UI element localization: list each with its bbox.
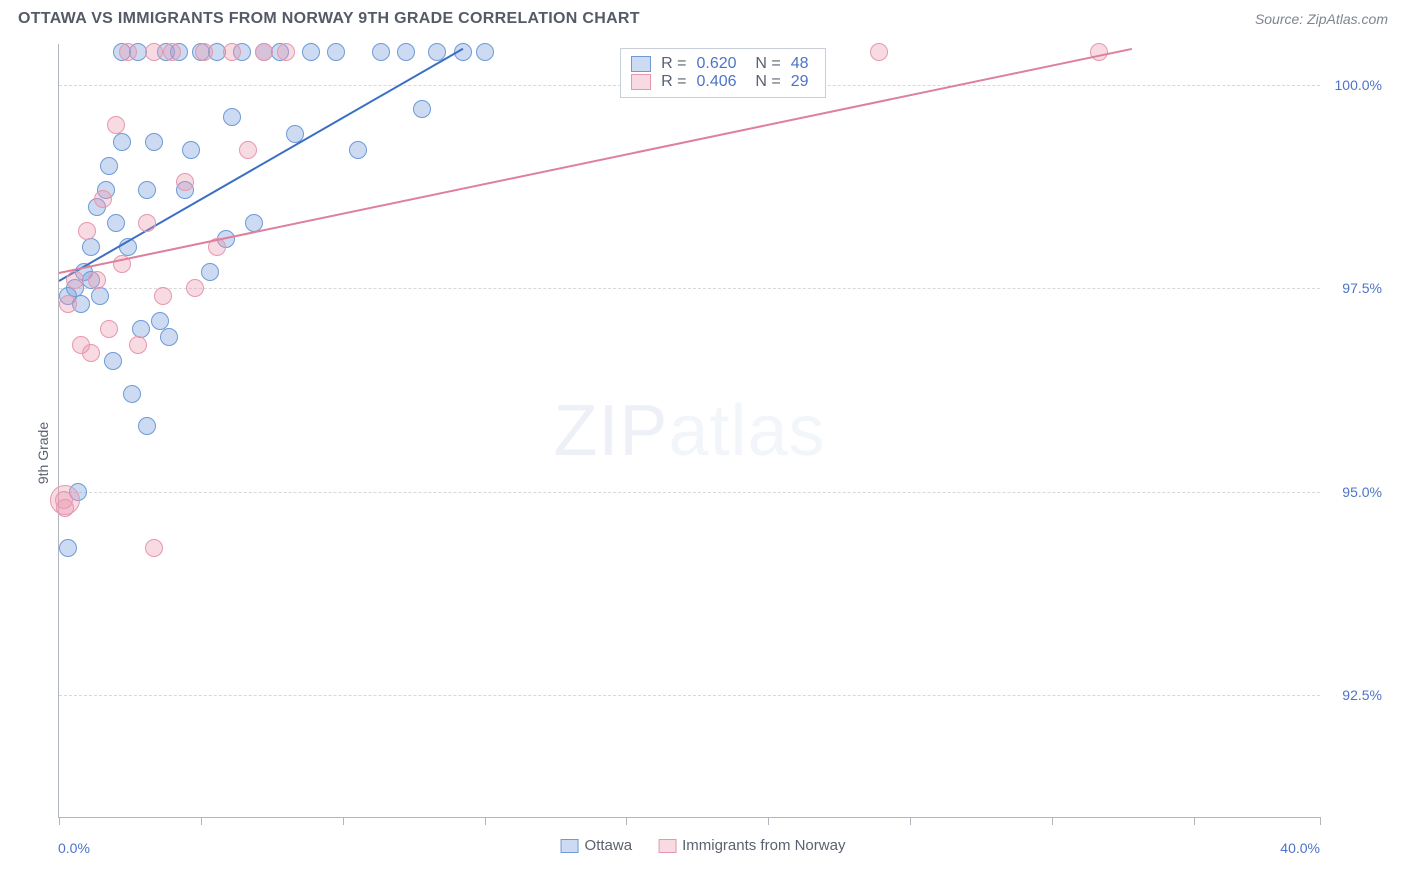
scatter-point	[154, 287, 172, 305]
scatter-point	[176, 173, 194, 191]
x-tick	[1320, 817, 1321, 825]
legend-stats-row: R = 0.620 N = 48	[631, 55, 808, 73]
legend-n-value: 29	[791, 73, 809, 91]
legend-swatch	[631, 74, 651, 90]
x-tick	[1194, 817, 1195, 825]
legend-r-value: 0.406	[696, 73, 736, 91]
scatter-point	[129, 336, 147, 354]
legend-stats-box: R = 0.620 N = 48R = 0.406 N = 29	[620, 48, 825, 98]
scatter-point	[163, 43, 181, 61]
scatter-point	[94, 190, 112, 208]
scatter-point	[132, 320, 150, 338]
scatter-point	[138, 181, 156, 199]
legend-series-name: Immigrants from Norway	[682, 837, 845, 854]
scatter-point	[50, 485, 80, 515]
scatter-point	[138, 214, 156, 232]
legend-r-label: R =	[661, 73, 686, 91]
scatter-point	[277, 43, 295, 61]
legend-swatch	[631, 56, 651, 72]
scatter-point	[145, 133, 163, 151]
scatter-point	[59, 295, 77, 313]
y-tick-label: 100.0%	[1335, 77, 1382, 93]
y-tick-label: 92.5%	[1342, 687, 1382, 703]
legend-bottom: Ottawa Immigrants from Norway	[561, 837, 846, 854]
legend-n-label: N =	[747, 55, 781, 73]
chart-container: 9th Grade ZIPatlas 100.0%97.5%95.0%92.5%…	[18, 44, 1388, 862]
scatter-point	[1090, 43, 1108, 61]
scatter-point	[138, 417, 156, 435]
y-axis-label: 9th Grade	[35, 422, 51, 484]
scatter-point	[349, 141, 367, 159]
scatter-point	[119, 43, 137, 61]
scatter-point	[186, 279, 204, 297]
x-tick	[343, 817, 344, 825]
legend-item: Immigrants from Norway	[658, 837, 845, 854]
x-tick	[59, 817, 60, 825]
y-tick-label: 95.0%	[1342, 484, 1382, 500]
watermark-bold: ZIP	[553, 391, 668, 471]
scatter-point	[255, 43, 273, 61]
scatter-point	[145, 539, 163, 557]
x-axis-max-label: 40.0%	[1280, 840, 1320, 856]
x-tick	[201, 817, 202, 825]
legend-series-name: Ottawa	[585, 837, 633, 854]
legend-n-value: 48	[791, 55, 809, 73]
scatter-point	[82, 238, 100, 256]
scatter-point	[107, 116, 125, 134]
y-tick-label: 97.5%	[1342, 280, 1382, 296]
gridline	[59, 695, 1320, 696]
scatter-point	[145, 43, 163, 61]
x-axis-min-label: 0.0%	[58, 840, 90, 856]
legend-stats-row: R = 0.406 N = 29	[631, 73, 808, 91]
plot-area: ZIPatlas 100.0%97.5%95.0%92.5%R = 0.620 …	[58, 44, 1320, 818]
scatter-point	[223, 43, 241, 61]
scatter-point	[302, 43, 320, 61]
scatter-point	[182, 141, 200, 159]
scatter-point	[239, 141, 257, 159]
chart-title: OTTAWA VS IMMIGRANTS FROM NORWAY 9TH GRA…	[18, 10, 640, 28]
legend-swatch	[561, 839, 579, 853]
scatter-point	[91, 287, 109, 305]
legend-r-value: 0.620	[696, 55, 736, 73]
scatter-point	[100, 320, 118, 338]
scatter-point	[59, 539, 77, 557]
scatter-point	[160, 328, 178, 346]
scatter-point	[113, 133, 131, 151]
gridline	[59, 288, 1320, 289]
scatter-point	[413, 100, 431, 118]
scatter-point	[123, 385, 141, 403]
trend-line	[59, 48, 464, 282]
legend-item: Ottawa	[561, 837, 633, 854]
x-tick	[1052, 817, 1053, 825]
scatter-point	[201, 263, 219, 281]
scatter-point	[870, 43, 888, 61]
legend-r-label: R =	[661, 55, 686, 73]
gridline	[59, 492, 1320, 493]
watermark-thin: atlas	[668, 391, 825, 471]
scatter-point	[82, 344, 100, 362]
scatter-point	[104, 352, 122, 370]
x-tick	[910, 817, 911, 825]
x-tick	[485, 817, 486, 825]
scatter-point	[195, 43, 213, 61]
legend-n-label: N =	[747, 73, 781, 91]
scatter-point	[372, 43, 390, 61]
scatter-point	[476, 43, 494, 61]
scatter-point	[66, 271, 84, 289]
watermark: ZIPatlas	[553, 390, 825, 472]
scatter-point	[223, 108, 241, 126]
scatter-point	[107, 214, 125, 232]
x-tick	[768, 817, 769, 825]
trend-line	[59, 48, 1132, 274]
scatter-point	[88, 271, 106, 289]
scatter-point	[151, 312, 169, 330]
scatter-point	[327, 43, 345, 61]
x-tick	[626, 817, 627, 825]
scatter-point	[78, 222, 96, 240]
source-label: Source: ZipAtlas.com	[1255, 11, 1388, 27]
legend-swatch	[658, 839, 676, 853]
scatter-point	[100, 157, 118, 175]
scatter-point	[397, 43, 415, 61]
